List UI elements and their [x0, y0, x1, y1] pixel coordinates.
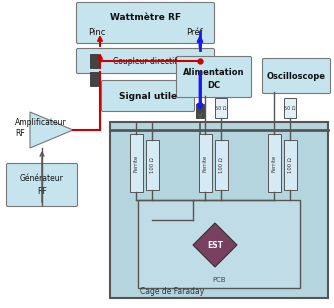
Bar [146, 140, 159, 190]
Bar [284, 98, 296, 118]
Bar [90, 54, 98, 68]
Text: Signal utile: Signal utile [119, 91, 177, 100]
Text: 100 Ω: 100 Ω [150, 157, 155, 173]
Bar [90, 72, 98, 86]
Text: Ferrite: Ferrite [272, 154, 277, 172]
Text: Coupleur directif: Coupleur directif [114, 56, 178, 66]
Bar [284, 140, 297, 190]
Polygon shape [193, 223, 237, 267]
FancyBboxPatch shape [263, 59, 331, 94]
Bar [110, 122, 328, 298]
FancyBboxPatch shape [176, 56, 252, 98]
FancyBboxPatch shape [102, 80, 194, 111]
Text: Préf: Préf [186, 27, 203, 37]
Text: Ferrite: Ferrite [202, 154, 207, 172]
Bar [214, 140, 227, 190]
Text: Générateur: Générateur [20, 173, 64, 183]
Text: Oscilloscope: Oscilloscope [267, 71, 326, 80]
Text: PCB: PCB [212, 277, 226, 283]
Bar [268, 134, 281, 192]
Bar [198, 134, 211, 192]
Text: RF: RF [37, 187, 47, 196]
Text: Pinc: Pinc [88, 27, 105, 37]
Text: 100 Ω: 100 Ω [218, 157, 223, 173]
FancyBboxPatch shape [76, 48, 214, 74]
Text: DC: DC [207, 80, 220, 90]
Bar [196, 104, 204, 118]
Text: 50 Ω: 50 Ω [284, 106, 296, 111]
Bar [215, 98, 227, 118]
Text: 50 Ω: 50 Ω [215, 106, 227, 111]
Bar [130, 134, 143, 192]
Text: Cage de Faraday: Cage de Faraday [140, 287, 204, 297]
Bar [138, 200, 300, 288]
Text: 100 Ω: 100 Ω [288, 157, 293, 173]
Text: EST: EST [207, 241, 223, 249]
Text: Alimentation: Alimentation [183, 67, 245, 76]
Polygon shape [30, 112, 73, 148]
Text: Wattmètre RF: Wattmètre RF [110, 13, 181, 22]
Text: RF: RF [15, 128, 25, 137]
FancyBboxPatch shape [6, 164, 77, 206]
Text: Amplificateur: Amplificateur [15, 117, 67, 127]
FancyBboxPatch shape [76, 2, 214, 43]
Text: Ferrite: Ferrite [134, 154, 139, 172]
